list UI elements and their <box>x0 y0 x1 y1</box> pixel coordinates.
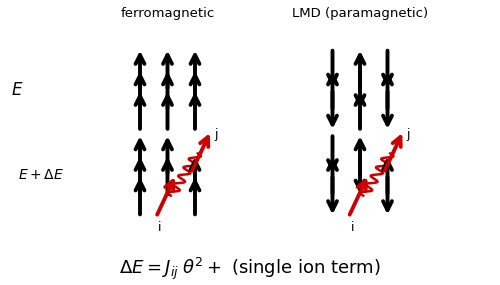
Text: j: j <box>406 128 410 141</box>
Text: LMD (paramagnetic): LMD (paramagnetic) <box>292 7 428 20</box>
Text: i: i <box>158 221 162 234</box>
Text: $E + \Delta E$: $E + \Delta E$ <box>18 168 64 182</box>
Text: $E$: $E$ <box>12 81 24 99</box>
Text: ferromagnetic: ferromagnetic <box>120 7 214 20</box>
Text: i: i <box>351 221 354 234</box>
Text: j: j <box>214 128 218 141</box>
Text: $\Delta E = J_{ij}\; \theta^2 +$ (single ion term): $\Delta E = J_{ij}\; \theta^2 +$ (single… <box>119 256 381 282</box>
